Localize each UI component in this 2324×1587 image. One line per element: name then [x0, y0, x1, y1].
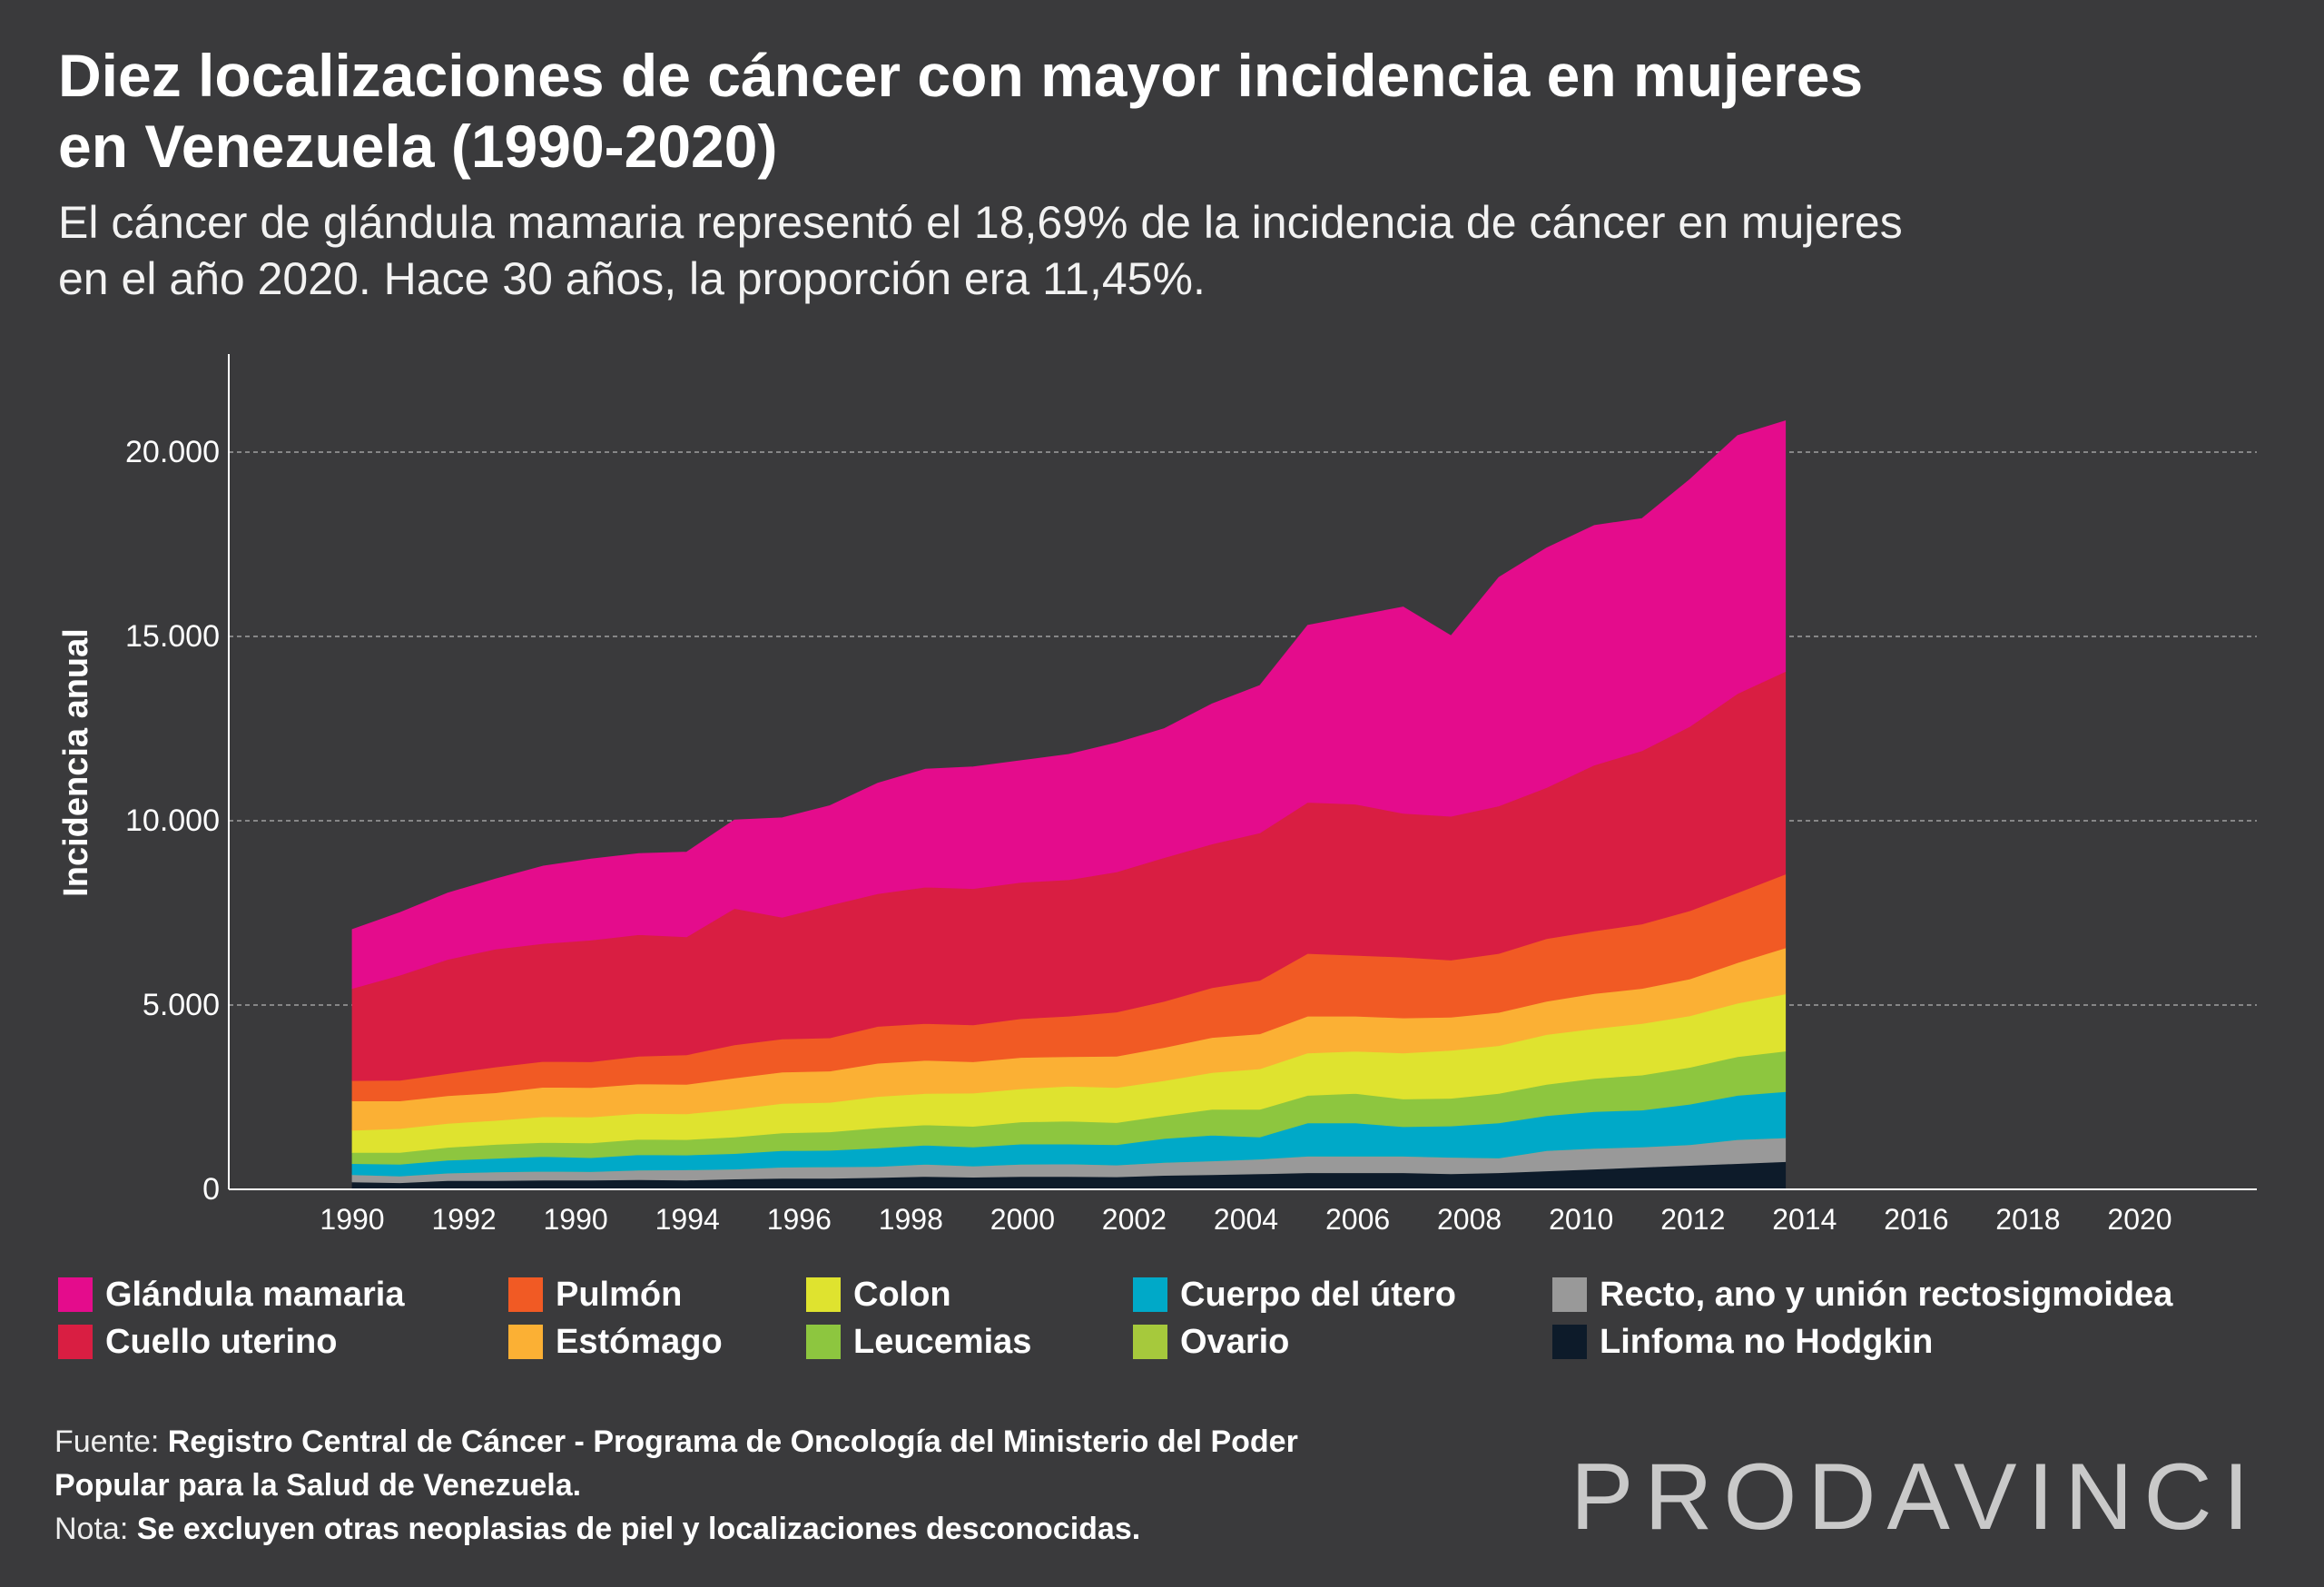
legend-label: Ovario [1180, 1322, 1290, 1361]
legend-item-estomago: Estómago [508, 1320, 723, 1364]
legend-label: Recto, ano y unión rectosigmoidea [1600, 1275, 2173, 1314]
x-tick-label: 1996 [767, 1203, 832, 1236]
source-note: Fuente: Registro Central de Cáncer - Pro… [54, 1420, 1416, 1551]
area-glandula-mamaria [351, 419, 1787, 990]
legend-swatch [1552, 1325, 1587, 1359]
legend-label: Linfoma no Hodgkin [1600, 1322, 1934, 1361]
note-text: Se excluyen otras neoplasias de piel y l… [136, 1512, 1141, 1546]
x-tick-label: 1990 [320, 1203, 384, 1236]
source-prefix: Fuente: [54, 1424, 168, 1459]
legend-swatch [1552, 1277, 1587, 1312]
legend-label: Cuello uterino [105, 1322, 338, 1361]
legend-swatch [58, 1277, 93, 1312]
legend-item-pulmon: Pulmón [508, 1273, 682, 1316]
legend-item-recto: Recto, ano y unión rectosigmoidea [1552, 1273, 2172, 1316]
prodavinci-logo: PRODAVINCI [1571, 1444, 2260, 1550]
stacked-area-chart: 0 5.000 10.000 15.000 20.000 1990 1992 1990 1994… [57, 354, 2257, 1236]
x-tick-label: 2004 [1214, 1203, 1278, 1236]
y-tick-label: 15.000 [125, 619, 220, 654]
y-tick-label: 5.000 [143, 988, 220, 1022]
legend-item-leucemias: Leucemias [806, 1320, 1031, 1364]
legend-swatch [806, 1325, 841, 1359]
x-tick-label: 2014 [1772, 1203, 1837, 1236]
legend-item-cuello-uterino: Cuello uterino [58, 1320, 337, 1364]
x-tick-label: 1990 [544, 1203, 608, 1236]
legend-label: Leucemias [853, 1322, 1032, 1361]
legend-swatch [508, 1277, 543, 1312]
x-tick-label: 2018 [1995, 1203, 2060, 1236]
legend-swatch [58, 1325, 93, 1359]
legend-label: Cuerpo del útero [1180, 1275, 1457, 1314]
legend-swatch [508, 1325, 543, 1359]
legend-item-colon: Colon [806, 1273, 951, 1316]
legend-item-linfoma-no-hodgkin: Linfoma no Hodgkin [1552, 1320, 1933, 1364]
area-series [351, 419, 1787, 1190]
y-axis-label: Incidencia anual [57, 628, 95, 897]
legend-label: Glándula mamaria [105, 1275, 405, 1314]
x-tick-label: 2016 [1884, 1203, 1948, 1236]
note-line: Nota: Se excluyen otras neoplasias de pi… [54, 1507, 1416, 1551]
legend-swatch [1133, 1277, 1167, 1312]
legend-label: Colon [853, 1275, 951, 1314]
y-tick-label: 0 [202, 1172, 220, 1207]
x-tick-label: 1992 [432, 1203, 497, 1236]
x-tick-label: 1998 [879, 1203, 943, 1236]
x-tick-label: 2000 [990, 1203, 1055, 1236]
source-line: Fuente: Registro Central de Cáncer - Pro… [54, 1420, 1416, 1507]
chart-subtitle: El cáncer de glándula mamaria representó… [58, 197, 1903, 304]
x-tick-label: 2012 [1660, 1203, 1725, 1236]
legend-item-glandula-mamaria: Glándula mamaria [58, 1273, 404, 1316]
x-tick-label: 2008 [1437, 1203, 1502, 1236]
legend-swatch [1133, 1325, 1167, 1359]
note-prefix: Nota: [54, 1512, 137, 1546]
y-tick-label: 20.000 [125, 435, 220, 469]
x-tick-label: 2006 [1325, 1203, 1390, 1236]
x-tick-label: 1994 [655, 1203, 720, 1236]
x-tick-label: 2002 [1102, 1203, 1167, 1236]
x-tick-label: 2010 [1549, 1203, 1613, 1236]
y-tick-label: 10.000 [125, 803, 220, 838]
legend-label: Pulmón [556, 1275, 683, 1314]
legend-item-cuerpo-del-utero: Cuerpo del útero [1133, 1273, 1456, 1316]
axes: 0 5.000 10.000 15.000 20.000 1990 1992 1990 1994… [125, 354, 2257, 1236]
legend: Glándula mamaria Cuello uterino Pulmón E… [58, 1273, 2273, 1373]
x-tick-label: 2020 [2107, 1203, 2171, 1236]
legend-label: Estómago [556, 1322, 723, 1361]
legend-item-ovario: Ovario [1133, 1320, 1289, 1364]
source-text: Registro Central de Cáncer - Programa de… [54, 1424, 1298, 1503]
legend-swatch [806, 1277, 841, 1312]
chart-title: Diez localizaciones de cáncer con mayor … [58, 42, 1864, 180]
